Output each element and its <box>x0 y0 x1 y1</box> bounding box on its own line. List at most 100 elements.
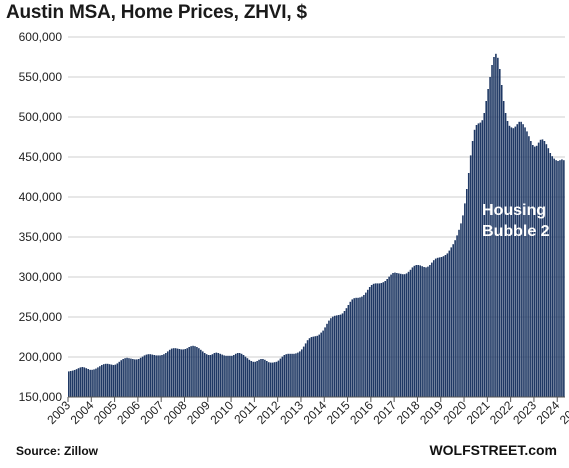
bar <box>479 122 482 397</box>
bar <box>405 273 408 397</box>
bar <box>452 244 454 397</box>
bar <box>524 127 526 398</box>
bar <box>184 349 187 397</box>
bar <box>238 353 241 397</box>
bar <box>163 354 165 397</box>
bar <box>516 124 519 397</box>
bar <box>522 124 524 397</box>
x-tick-label: 2015 <box>324 398 353 427</box>
bar <box>382 282 385 397</box>
bar <box>386 279 388 397</box>
bar <box>147 354 150 397</box>
bar <box>240 353 243 397</box>
bar <box>535 145 538 397</box>
bar <box>207 355 210 397</box>
bar <box>322 330 324 397</box>
bar <box>547 148 550 397</box>
bar <box>460 223 462 397</box>
bar <box>539 139 542 398</box>
bar <box>409 269 412 397</box>
bar <box>306 340 309 397</box>
bar <box>112 365 115 397</box>
bar <box>341 313 344 397</box>
bar <box>473 129 476 398</box>
bar <box>277 360 280 397</box>
bar <box>355 297 357 397</box>
bar <box>250 361 253 397</box>
bar <box>491 65 493 397</box>
bar <box>357 297 359 397</box>
bar <box>368 287 371 397</box>
bar <box>252 361 255 397</box>
y-tick-label: 350,000 <box>19 230 63 244</box>
bar <box>561 159 563 397</box>
bar <box>365 292 367 397</box>
bar <box>120 360 123 397</box>
bar <box>273 362 276 397</box>
bar <box>436 257 439 397</box>
bar <box>254 361 256 397</box>
bar <box>448 250 451 397</box>
bar <box>283 355 286 397</box>
bar <box>376 283 379 397</box>
y-tick-label: 250,000 <box>19 310 63 324</box>
bar <box>390 274 392 397</box>
annotation-line-1: Housing <box>482 202 546 219</box>
bar <box>106 363 109 397</box>
y-tick-label: 400,000 <box>19 190 63 204</box>
y-tick-label: 450,000 <box>19 150 63 164</box>
bar <box>75 369 78 397</box>
bar <box>520 121 522 398</box>
y-axis-ticks: 150,000 200,000 250,000 300,000 350,000 400,0… <box>19 30 63 404</box>
bar <box>421 266 423 397</box>
bar <box>182 349 185 397</box>
bar <box>71 370 74 397</box>
y-tick-label: 200,000 <box>19 350 63 364</box>
bar <box>91 369 93 397</box>
x-tick-label: 2019 <box>417 398 446 427</box>
bar <box>201 351 204 397</box>
bar <box>332 316 334 397</box>
bar <box>168 349 171 397</box>
bar <box>370 285 373 397</box>
x-tick-label: 2010 <box>207 398 236 427</box>
bar <box>231 355 233 397</box>
bar <box>269 362 272 397</box>
bar <box>310 337 313 397</box>
bar <box>275 361 278 397</box>
bar <box>493 57 495 397</box>
bar <box>192 345 194 397</box>
x-tick-label: 2004 <box>68 398 97 427</box>
bar <box>291 353 293 397</box>
bar <box>225 355 227 397</box>
bar <box>180 349 183 397</box>
bar <box>326 323 328 397</box>
bar <box>130 358 132 397</box>
bar <box>399 273 402 397</box>
bar <box>333 315 336 397</box>
bar <box>396 273 398 397</box>
x-tick-label: 2023 <box>510 398 539 427</box>
bar <box>300 349 303 397</box>
x-tick-label: 2024 <box>534 398 563 427</box>
bar <box>446 253 449 397</box>
bar <box>343 311 346 397</box>
bar <box>506 121 509 397</box>
bar <box>285 354 288 397</box>
bar <box>233 355 235 397</box>
y-tick-label: 300,000 <box>19 270 63 284</box>
bar <box>68 371 70 397</box>
bar <box>93 369 95 397</box>
bar <box>324 327 326 397</box>
bar <box>413 265 416 397</box>
x-tick-label: 2017 <box>370 398 399 427</box>
x-tick-label: 2009 <box>184 398 213 427</box>
bar <box>553 158 555 397</box>
x-tick-label: 2008 <box>161 398 190 427</box>
bar <box>533 146 536 397</box>
x-tick-label: 2025 <box>557 398 569 427</box>
bar <box>279 358 282 397</box>
bar <box>485 101 487 397</box>
bar <box>427 266 429 397</box>
